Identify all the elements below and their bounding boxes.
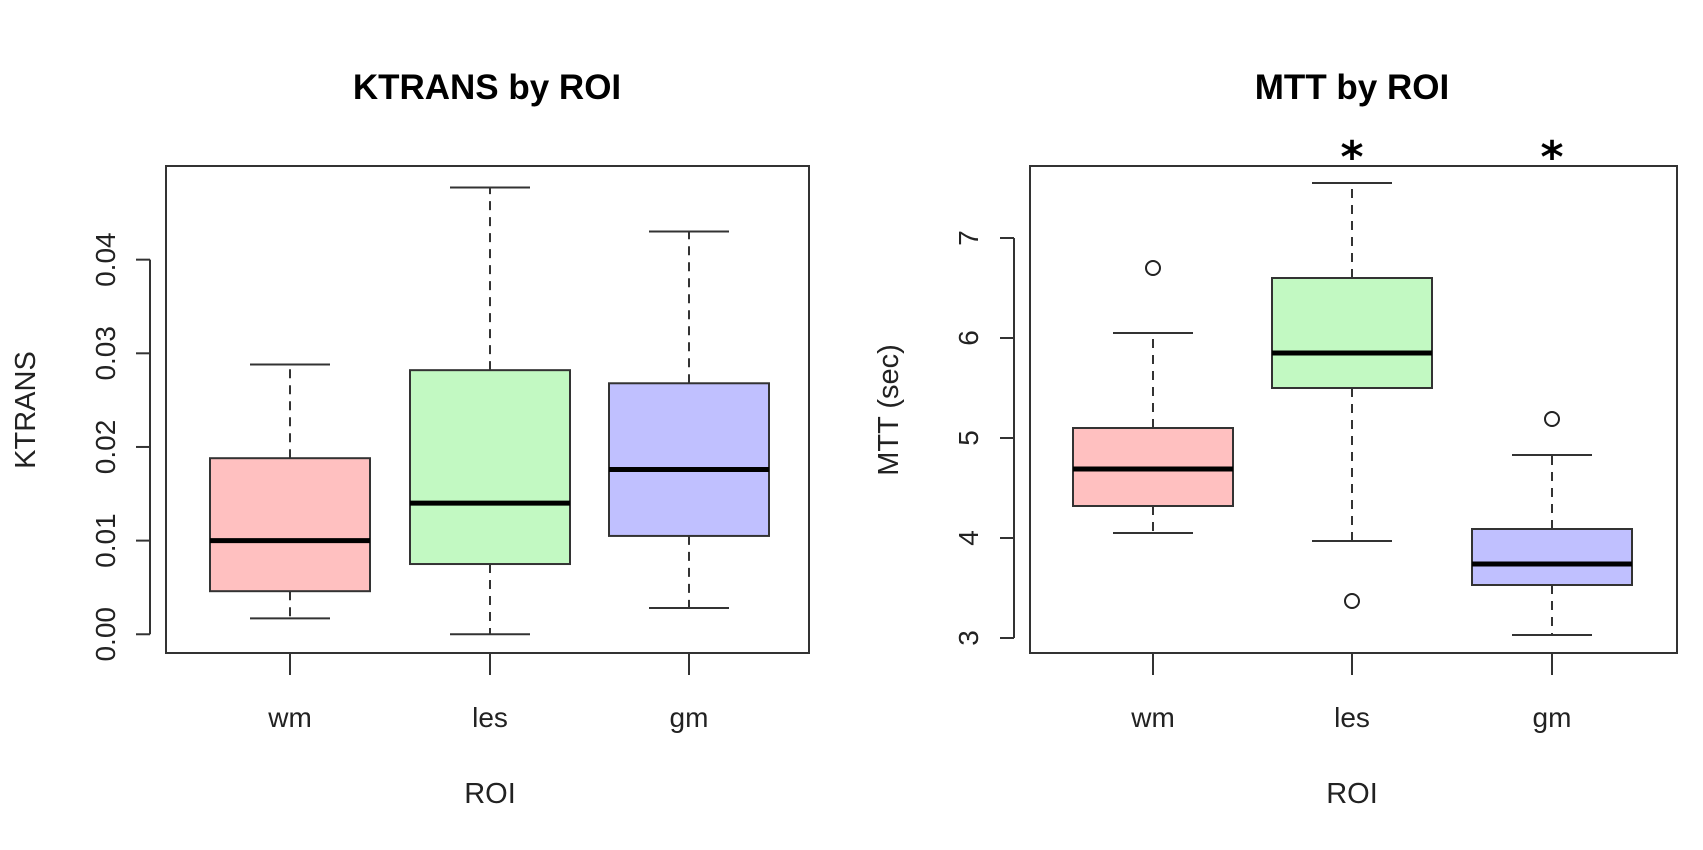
y-axis-label: KTRANS — [10, 351, 42, 469]
x-tick-label: les — [1334, 702, 1370, 733]
plot-frame — [165, 165, 810, 654]
box-wm — [1072, 260, 1234, 534]
box-gm: * — [1471, 132, 1633, 636]
y-tick-label: 0.04 — [90, 232, 121, 287]
y-tick-label: 0.03 — [90, 326, 121, 381]
y-tick-label: 0.02 — [90, 420, 121, 475]
ktrans-boxplot-panel: KTRANS by ROI 0.00 0.01 0.02 0.03 0.04 KTRANS w… — [10, 68, 810, 810]
outlier-point — [1145, 260, 1161, 276]
plot-frame — [1029, 165, 1678, 654]
x-axis-label: ROI — [1326, 778, 1378, 810]
significance-star: * — [1540, 132, 1563, 183]
y-tick-label: 5 — [953, 430, 984, 446]
x-tick-label: wm — [267, 702, 312, 733]
box-les: * — [1271, 132, 1433, 609]
box-gm — [608, 230, 770, 610]
outlier-point — [1344, 593, 1360, 609]
outlier-point — [1544, 411, 1560, 427]
iqr-box — [1271, 277, 1433, 389]
y-tick-label: 7 — [953, 230, 984, 246]
y-tick-label: 4 — [953, 530, 984, 546]
iqr-box — [608, 382, 770, 537]
box-les — [409, 186, 571, 636]
x-tick-label: les — [472, 702, 508, 733]
x-tick-label: wm — [1130, 702, 1175, 733]
y-tick-label: 3 — [953, 630, 984, 646]
x-tick-label: gm — [1533, 702, 1572, 733]
iqr-box — [409, 369, 571, 566]
chart-title: MTT by ROI — [1255, 68, 1449, 107]
y-tick-label: 0.01 — [90, 513, 121, 568]
y-axis-label: MTT (sec) — [873, 344, 905, 476]
box-wm — [209, 363, 371, 620]
iqr-box — [1471, 528, 1633, 586]
y-tick-label: 0.00 — [90, 607, 121, 662]
mtt-boxplot-panel: MTT by ROI 3 4 5 6 7 MTT (sec) wm les gm ROI * * — [873, 68, 1678, 810]
significance-star: * — [1340, 132, 1363, 183]
x-tick-label: gm — [670, 702, 709, 733]
x-axis-label: ROI — [464, 778, 516, 810]
chart-title: KTRANS by ROI — [353, 68, 621, 107]
iqr-box — [209, 457, 371, 593]
y-tick-label: 6 — [953, 330, 984, 346]
